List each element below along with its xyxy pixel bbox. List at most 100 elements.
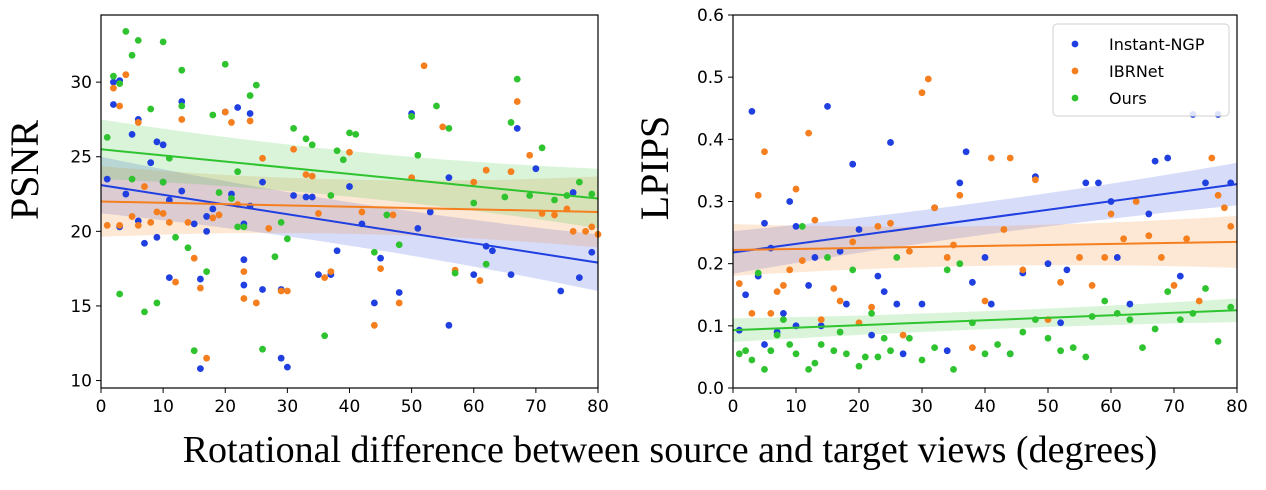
point-ibrnet: [786, 266, 794, 274]
point-ours: [240, 223, 248, 231]
point-ibrnet: [969, 344, 976, 351]
point-ours: [103, 133, 111, 141]
point-ours: [122, 28, 130, 35]
point-ibrnet: [265, 224, 273, 232]
point-instant-ngp: [488, 247, 496, 255]
y-tick-label: 0.3: [697, 193, 724, 213]
point-ibrnet: [1057, 278, 1064, 286]
point-ours: [470, 199, 478, 207]
point-ours: [147, 105, 155, 113]
point-instant-ngp: [147, 159, 155, 167]
point-ours: [786, 341, 794, 348]
point-ours: [575, 178, 583, 186]
point-ours: [507, 119, 515, 126]
point-ours: [1151, 325, 1159, 333]
point-ibrnet: [134, 221, 142, 229]
point-ours: [817, 341, 825, 348]
point-ours: [1057, 347, 1064, 355]
point-ours: [116, 80, 124, 88]
point-instant-ngp: [1151, 157, 1159, 165]
point-ibrnet: [1076, 254, 1083, 261]
point-ours: [277, 218, 285, 226]
point-instant-ngp: [868, 331, 875, 339]
point-instant-ngp: [1082, 179, 1090, 187]
point-ours: [836, 328, 844, 336]
point-instant-ngp: [1145, 210, 1153, 218]
point-ours: [159, 38, 167, 46]
point-ibrnet: [103, 221, 111, 229]
point-instant-ngp: [122, 190, 130, 198]
point-instant-ngp: [302, 193, 310, 201]
point-ours: [134, 36, 142, 44]
point-instant-ngp: [110, 78, 117, 86]
point-ours: [824, 254, 831, 261]
x-tick-label: 60: [1100, 397, 1122, 417]
point-instant-ngp: [426, 208, 434, 216]
point-ours: [209, 111, 217, 119]
lpips-panel: 0 10 20 30 40 50 60 70 80 0.0 0.1 0.2 0.3 0.4 0.5 0.6 LP…: [632, 6, 1248, 417]
point-ours: [321, 332, 329, 340]
y-tick-label: 25: [70, 148, 92, 168]
point-ibrnet: [943, 254, 951, 261]
point-instant-ngp: [575, 274, 583, 281]
point-ours: [748, 356, 756, 364]
point-ibrnet: [203, 354, 211, 362]
point-ibrnet: [240, 295, 248, 302]
point-ours: [184, 244, 192, 252]
point-ours: [414, 151, 422, 159]
point-ours: [742, 347, 749, 355]
point-ours: [538, 144, 546, 152]
x-tick-label: 20: [214, 397, 236, 417]
point-ours: [868, 310, 875, 317]
point-ours: [501, 193, 509, 201]
trend-line-instant-ngp: [732, 183, 1238, 254]
point-ibrnet: [830, 285, 838, 292]
point-instant-ngp: [761, 341, 768, 348]
point-ours: [767, 347, 775, 355]
point-instant-ngp: [843, 300, 850, 308]
point-ours: [1164, 288, 1172, 296]
point-ibrnet: [134, 119, 142, 126]
point-instant-ngp: [240, 281, 248, 289]
point-ours: [761, 365, 768, 373]
trend-line-ibrnet: [100, 200, 599, 213]
point-ours: [370, 248, 378, 256]
point-ours: [116, 290, 124, 298]
point-ibrnet: [1195, 297, 1203, 305]
point-instant-ngp: [513, 124, 521, 132]
point-ours: [259, 345, 266, 353]
point-ibrnet: [1006, 154, 1014, 162]
point-ours: [588, 190, 596, 198]
point-instant-ngp: [395, 289, 403, 296]
point-instant-ngp: [470, 271, 478, 279]
point-ibrnet: [165, 218, 173, 226]
y-tick-label: 0.6: [697, 6, 724, 26]
legend-marker-instant-ngp: [1071, 40, 1079, 48]
point-instant-ngp: [153, 138, 161, 146]
trend-line-ibrnet: [732, 240, 1238, 251]
point-instant-ngp: [259, 178, 266, 186]
point-ours: [735, 350, 743, 358]
x-tick-label: 40: [339, 397, 361, 417]
point-ours: [773, 331, 781, 339]
point-ibrnet: [190, 254, 198, 262]
point-ibrnet: [346, 148, 353, 156]
point-ours: [215, 189, 223, 196]
point-ibrnet: [147, 218, 155, 226]
point-ibrnet: [1145, 232, 1153, 240]
point-instant-ngp: [370, 299, 378, 307]
point-ours: [1006, 350, 1014, 358]
point-instant-ngp: [1202, 179, 1209, 187]
point-ibrnet: [321, 274, 329, 281]
point-instant-ngp: [557, 287, 565, 295]
point-ibrnet: [290, 145, 297, 153]
point-ibrnet: [197, 284, 204, 292]
point-ibrnet: [259, 154, 266, 162]
x-tick-label: 30: [911, 397, 933, 417]
point-instant-ngp: [1126, 300, 1134, 308]
point-ours: [918, 356, 926, 364]
point-ibrnet: [767, 310, 775, 317]
point-ibrnet: [1132, 198, 1140, 205]
point-ibrnet: [116, 102, 124, 110]
